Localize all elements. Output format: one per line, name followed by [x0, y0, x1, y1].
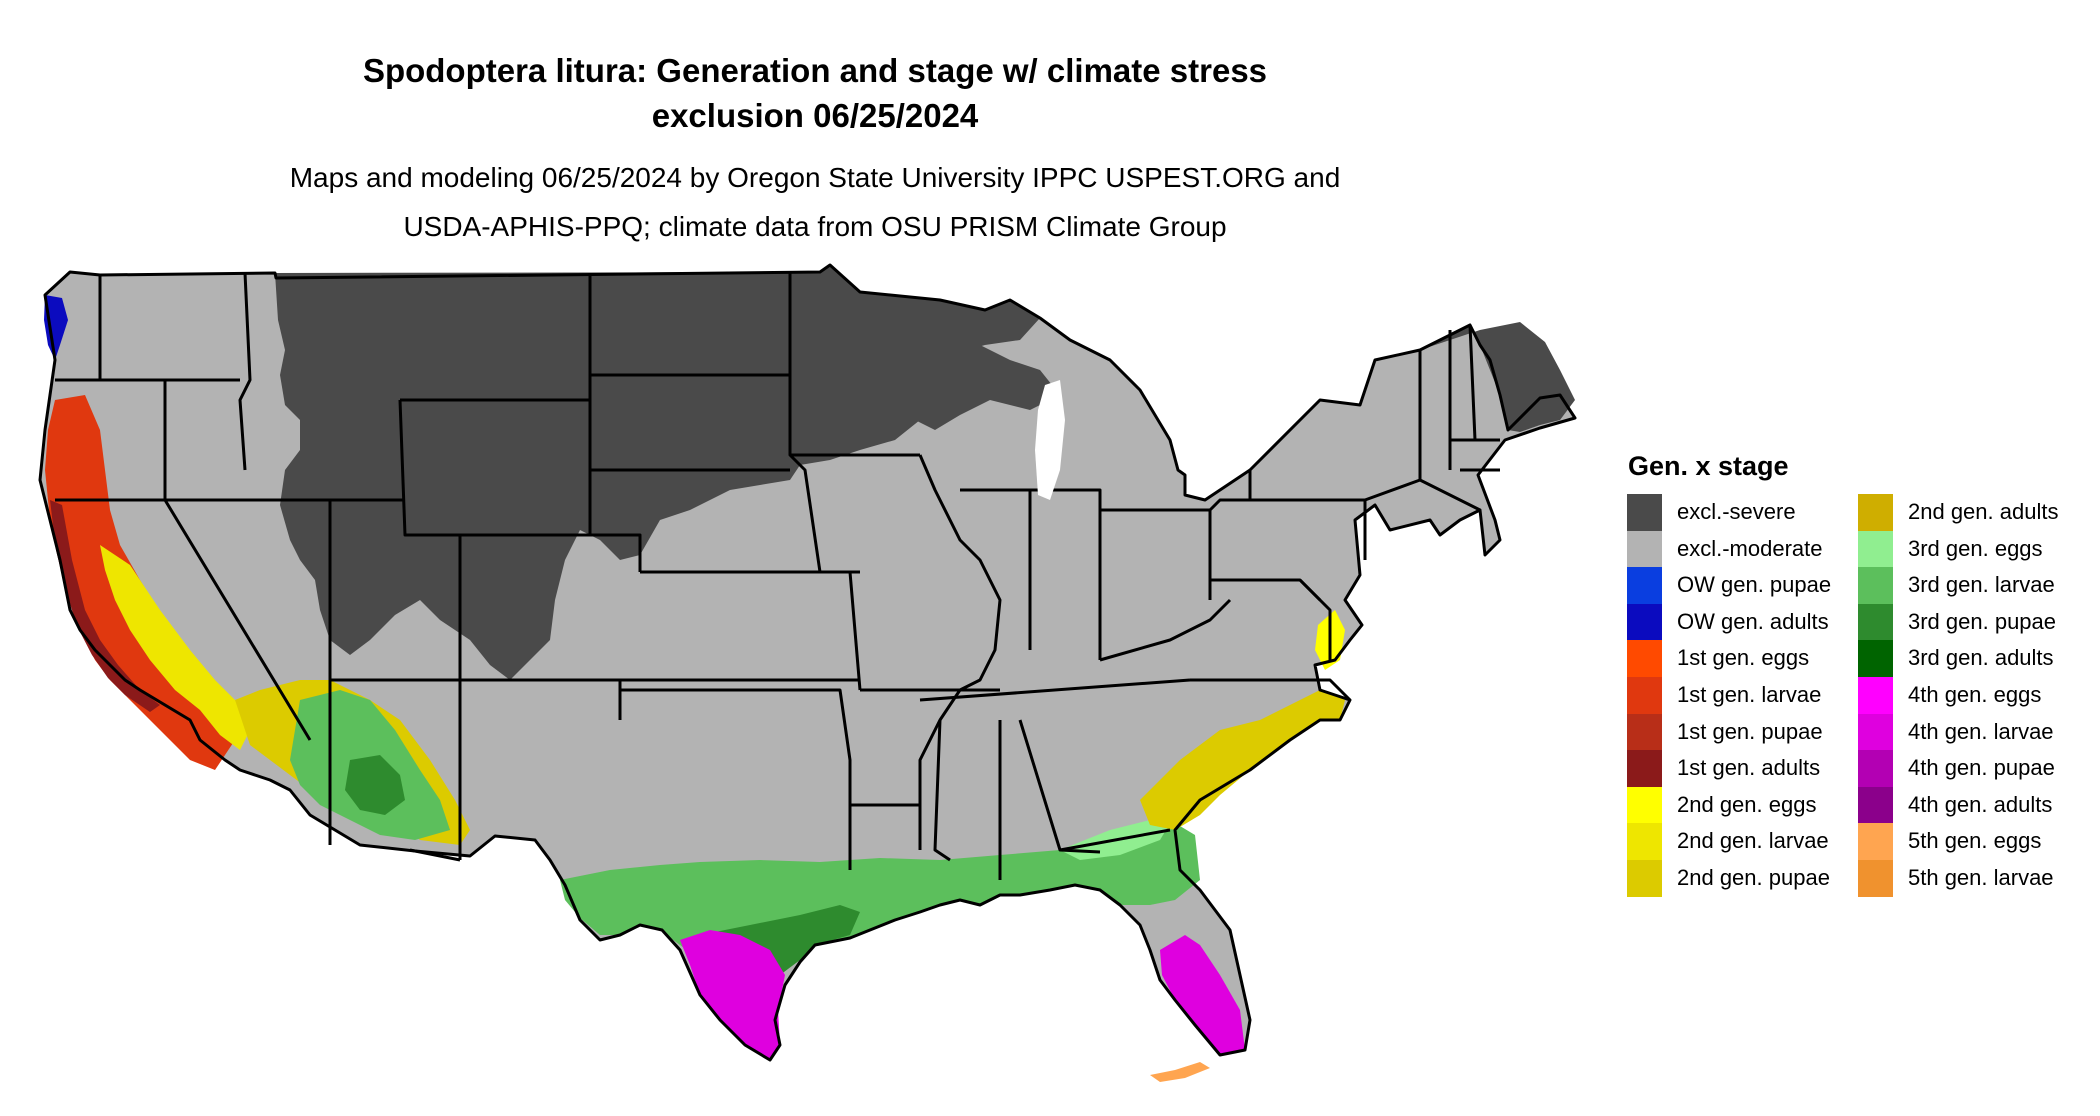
- legend-label: 4th gen. pupae: [1908, 755, 2055, 781]
- legend-label: OW gen. pupae: [1677, 572, 1832, 598]
- zone-2nd-gen-larvae-ca: [100, 545, 250, 750]
- legend-swatch: [1858, 640, 1893, 677]
- legend-swatch: [1858, 676, 1893, 714]
- lake-michigan: [1035, 380, 1065, 500]
- zone-1st-gen-adults-coast: [50, 500, 160, 712]
- legend-label: 3rd gen. pupae: [1908, 608, 2057, 634]
- legend-swatch: [1627, 494, 1662, 531]
- zone-4th-gen-larvae-tx: [680, 930, 785, 1060]
- severe-exclusion-new-england: [1420, 322, 1575, 432]
- legend-title: Gen. x stage: [1628, 451, 1789, 481]
- legend-label: 1st gen. adults: [1677, 755, 1821, 781]
- zone-ow-gen-adults-nw: [44, 295, 68, 360]
- zone-3rd-gen-pupae-az: [345, 755, 405, 815]
- legend-swatch: [1627, 859, 1662, 897]
- legend-label: 3rd gen. eggs: [1908, 535, 2043, 561]
- legend-label: 2nd gen. adults: [1908, 499, 2059, 524]
- legend-label: 1st gen. eggs: [1677, 645, 1810, 671]
- legend-swatch: [1627, 640, 1662, 677]
- legend-swatch: [1627, 713, 1662, 751]
- map-subtitle-line1: Maps and modeling 06/25/2024 by Oregon S…: [289, 162, 1341, 193]
- severe-exclusion-great-lakes: [915, 340, 1060, 430]
- legend-swatch: [1858, 603, 1893, 641]
- legend-swatch: [1627, 567, 1662, 604]
- legend-swatch: [1858, 530, 1893, 568]
- map-subtitle: Maps and modeling 06/25/2024 by Oregon S…: [150, 153, 1480, 251]
- legend-label: 2nd gen. larvae: [1677, 828, 1829, 854]
- zone-2nd-gen-pupae-se: [1140, 690, 1345, 830]
- us-map: [38, 263, 1577, 1082]
- legend-swatch: [1858, 567, 1893, 604]
- legend-swatch: [1858, 713, 1893, 751]
- severe-exclusion-north: [275, 265, 1040, 680]
- legend-swatch: [1627, 603, 1662, 641]
- legend-swatch: [1858, 750, 1893, 787]
- legend-swatch: [1858, 823, 1893, 860]
- legend-label: 4th gen. larvae: [1908, 718, 2054, 744]
- legend-label: 2nd gen. pupae: [1677, 864, 1830, 890]
- legend-label: 1st gen. larvae: [1677, 681, 1822, 707]
- zone-4th-gen-larvae-fl: [1160, 935, 1245, 1055]
- legend-swatch: [1858, 859, 1893, 897]
- legend-label: excl.-severe: [1677, 499, 1796, 524]
- legend-swatch: [1627, 530, 1662, 568]
- legend-swatch: [1858, 786, 1893, 824]
- map-subtitle-line2: USDA-APHIS-PPQ; climate data from OSU PR…: [403, 211, 1227, 242]
- legend-label: 5th gen. larvae: [1908, 864, 2054, 890]
- legend-swatch: [1627, 676, 1662, 714]
- legend-label: 3rd gen. adults: [1908, 645, 2054, 671]
- legend-swatch: [1858, 494, 1893, 531]
- legend-label: 5th gen. eggs: [1908, 828, 2042, 854]
- legend-swatch: [1627, 823, 1662, 860]
- zone-5th-gen-eggs-keys: [1150, 1062, 1210, 1082]
- state-boundaries: [38, 263, 1577, 1062]
- legend-label: excl.-moderate: [1677, 535, 1823, 561]
- zone-3rd-gen-eggs-se: [1060, 815, 1175, 860]
- map-title-line1: Spodoptera litura: Generation and stage …: [362, 52, 1268, 89]
- legend-swatch: [1627, 786, 1662, 824]
- legend-label: 3rd gen. larvae: [1908, 572, 2055, 598]
- legend-label: 4th gen. eggs: [1908, 681, 2042, 707]
- legend-label: 4th gen. adults: [1908, 791, 2053, 817]
- legend-label: 1st gen. pupae: [1677, 718, 1823, 744]
- legend-label: 2nd gen. eggs: [1677, 791, 1817, 817]
- legend-swatch: [1627, 750, 1662, 787]
- legend-label: OW gen. adults: [1677, 608, 1829, 634]
- map-title-line2: exclusion 06/25/2024: [651, 97, 979, 134]
- map-title: Spodoptera litura: Generation and stage …: [150, 48, 1480, 138]
